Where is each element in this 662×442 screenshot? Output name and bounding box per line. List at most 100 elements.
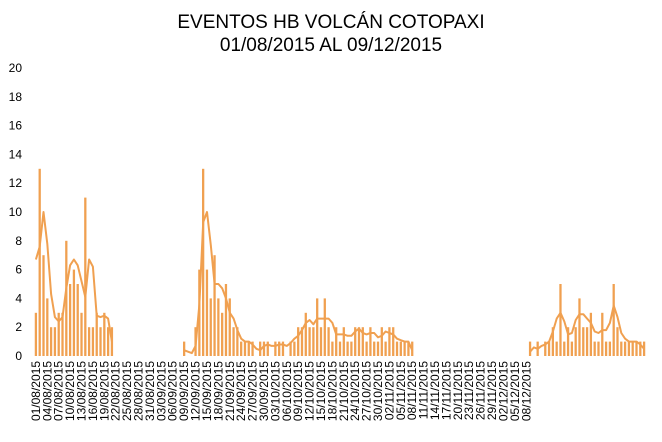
x-tick-label: 02/12/2015 (497, 361, 511, 421)
bar (278, 341, 281, 356)
bar (202, 168, 205, 356)
bar (346, 341, 349, 356)
bar (49, 327, 53, 356)
bar (631, 341, 634, 356)
bar (407, 341, 410, 356)
bar (34, 312, 38, 356)
bar (72, 269, 76, 356)
y-tick-label: 0 (15, 349, 22, 363)
bar (236, 327, 239, 356)
bar (327, 327, 330, 356)
bar (80, 312, 83, 356)
bar (639, 341, 642, 356)
x-tick-label: 29/11/2015 (485, 361, 499, 420)
x-tick-label: 27/10/2015 (360, 361, 374, 421)
x-tick-label: 25/08/2015 (120, 361, 134, 421)
x-tick-label: 28/08/2015 (132, 361, 146, 421)
bar (551, 327, 555, 356)
bar (262, 341, 266, 356)
bar (399, 341, 402, 356)
x-tick-label: 21/09/2015 (223, 361, 237, 421)
bar (42, 255, 45, 356)
bar (601, 312, 604, 356)
bar (281, 341, 285, 356)
bar (384, 341, 387, 356)
bar (354, 327, 357, 356)
bar (209, 298, 212, 356)
bar (623, 341, 627, 356)
bar (403, 341, 406, 356)
bar (91, 327, 95, 356)
bar (616, 327, 619, 356)
bar (183, 341, 186, 356)
bar (376, 341, 380, 356)
y-tick-label: 2 (15, 320, 22, 334)
bar (528, 341, 532, 356)
bar (68, 284, 72, 356)
x-tick-label: 21/10/2015 (337, 361, 351, 421)
chart-subtitle: 01/08/2015 AL 09/12/2015 (219, 35, 443, 56)
bar (106, 327, 110, 356)
y-tick-label: 18 (9, 90, 23, 104)
x-tick-label: 15/09/2015 (200, 361, 214, 421)
x-tick-label: 10/08/2015 (63, 361, 77, 421)
bar (604, 341, 608, 356)
x-tick-label: 06/10/2015 (280, 361, 294, 421)
y-tick-label: 14 (9, 147, 23, 161)
bar (578, 298, 581, 356)
x-tick-label: 07/08/2015 (52, 361, 66, 421)
bar (350, 341, 353, 356)
bar (620, 341, 623, 356)
y-tick-label: 10 (9, 205, 23, 219)
x-tick-label: 16/08/2015 (86, 361, 100, 421)
bar (593, 341, 596, 356)
x-tick-label: 23/11/2015 (462, 361, 476, 420)
bar (110, 327, 114, 356)
y-tick-label: 20 (9, 61, 23, 75)
x-tick-label: 30/10/2015 (371, 361, 385, 421)
bar (103, 312, 106, 356)
chart-title: EVENTOS HB VOLCÁN COTOPAXI (177, 12, 485, 33)
series-line (34, 211, 113, 342)
bar (373, 341, 376, 356)
bar (217, 298, 220, 356)
bar (38, 168, 41, 356)
bar (289, 341, 292, 356)
bar (335, 327, 338, 356)
x-tick-label: 09/09/2015 (177, 361, 191, 421)
bar (597, 341, 600, 356)
bar (53, 327, 57, 356)
x-tick-label: 12/09/2015 (189, 361, 203, 421)
bar (323, 298, 326, 356)
bar (392, 327, 395, 356)
bar (99, 327, 102, 356)
x-tick-label: 17/11/2015 (439, 361, 453, 420)
bar (319, 327, 323, 356)
bar (331, 341, 334, 356)
x-tick-label: 27/09/2015 (246, 361, 260, 421)
series-line (529, 304, 645, 353)
x-tick-label: 15/10/2015 (314, 361, 328, 421)
y-tick-label: 12 (9, 176, 23, 190)
bar (213, 255, 216, 356)
bar (87, 327, 91, 356)
x-tick-label: 08/11/2015 (405, 361, 419, 420)
x-tick-label: 13/08/2015 (75, 361, 89, 421)
bar (570, 341, 574, 356)
bar (574, 327, 577, 356)
bar (228, 298, 231, 356)
bar (240, 341, 243, 356)
bar (566, 327, 570, 356)
x-tick-label: 24/10/2015 (348, 361, 362, 421)
bar (251, 341, 254, 356)
bar (65, 240, 68, 356)
bar (365, 341, 368, 356)
bar (555, 341, 558, 356)
x-tick-label: 01/08/2015 (29, 361, 43, 421)
x-tick-label: 22/08/2015 (109, 361, 123, 421)
x-tick-label: 26/11/2015 (474, 361, 488, 420)
bar (380, 327, 383, 356)
bar (544, 341, 547, 356)
bar (293, 341, 296, 356)
bar (308, 327, 311, 356)
